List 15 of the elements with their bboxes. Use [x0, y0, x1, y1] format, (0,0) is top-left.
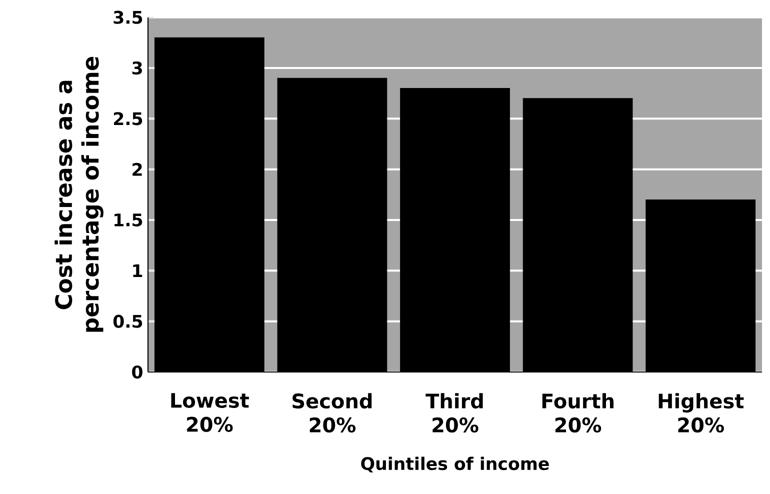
x-tick-label: Third 20% [426, 393, 483, 433]
y-tick-label: 3 [132, 61, 142, 75]
x-tick-label: Lowest 20% [171, 393, 249, 432]
y-axis-title: Cost increase as a percentage of income [54, 56, 104, 332]
y-tick-label: 2.5 [114, 112, 142, 126]
y-tick-label: 0 [132, 365, 142, 379]
x-tick-label: Highest 20% [658, 393, 744, 433]
y-tick-label: 1 [133, 264, 142, 277]
y-tick-label: 3.5 [114, 10, 142, 24]
y-tick-label: 2 [132, 162, 142, 176]
y-tick-label: 0.5 [113, 314, 142, 328]
y-tick-label: 1.5 [114, 214, 142, 226]
x-tick-label: Fourth 20% [542, 393, 614, 433]
x-tick-label: Second 20% [292, 393, 372, 433]
x-axis-title: Quintiles of income [361, 456, 549, 472]
